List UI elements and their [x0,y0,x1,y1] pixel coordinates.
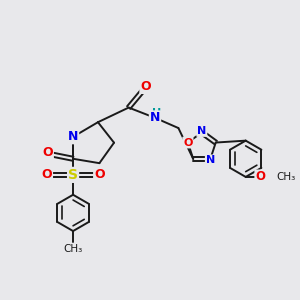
Text: O: O [140,80,151,93]
Text: N: N [150,111,160,124]
Text: O: O [183,138,193,148]
Text: CH₃: CH₃ [63,244,83,254]
Text: N: N [197,126,206,136]
Text: O: O [94,168,105,182]
Text: N: N [68,130,78,143]
Text: CH₃: CH₃ [276,172,296,182]
Text: N: N [206,155,215,165]
Text: O: O [255,170,265,183]
Text: S: S [68,168,78,182]
Text: O: O [42,146,53,159]
Text: H: H [152,107,161,118]
Text: O: O [41,168,52,182]
